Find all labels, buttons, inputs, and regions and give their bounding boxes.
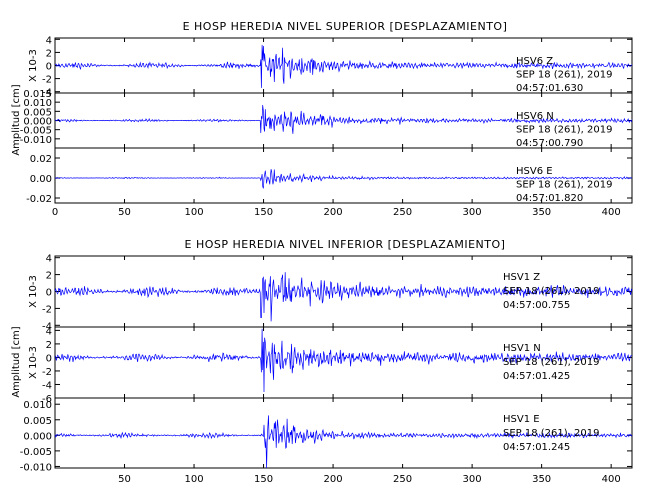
x-tick-label: 350 [532,207,551,218]
y-tick-label: -4 [42,380,52,391]
y-tick-label: 0 [46,62,52,73]
y-tick-label: 0.000 [23,431,52,442]
y-tick-label: 0.010 [23,98,52,109]
y-tick-label: 0.02 [30,154,52,165]
panel-HSV1-N: 4 2 0 -2 -4 -6 HSV1 N SEP 18 (261), 2019 04:57:0… [28,326,633,405]
waveform-line [54,44,633,88]
waveform-line [54,104,633,134]
x-tick-label: 250 [393,207,412,218]
waveform-line [54,272,633,322]
y-tick-label: 4 [46,35,52,46]
y-tick-label: -4 [42,321,52,332]
y-tick-label: 0 [46,288,52,299]
x-tick-label: 150 [254,474,273,485]
exponent-label: X 10-3 [28,49,39,82]
waveform-line [54,169,633,189]
y-tick-label: -6 [42,394,52,405]
y-tick-label: 0.005 [23,107,52,118]
date-label: SEP 18 (261), 2019 [516,180,612,191]
y-tick-label: 4 [46,254,52,265]
date-label: SEP 18 (261), 2019 [516,125,612,136]
y-tick-label: -0.010 [20,135,52,146]
chart-1: E HOSP HEREDIA NIVEL SUPERIOR [DESPLAZAM… [11,20,633,218]
x-tick-label: 100 [184,474,203,485]
panel-HSV6-E: 0.02 0.00 -0.02 HSV6 E SEP 18 (261), 2019 04:… [26,147,633,205]
waveform-line [54,328,633,393]
panel-HSV1-E: 0.010 0.005 0.000 -0.005 -0.010 HSV1 E SEP 18 … [20,397,633,473]
y-tick-label: 2 [46,271,52,282]
y-tick-label: 0.005 [23,416,52,427]
x-tick-label: 100 [184,207,203,218]
panel-HSV1-Z: 4 2 0 -2 -4 HSV1 Z SEP 18 (261), 2019 04:57:00.… [28,254,633,332]
date-label: SEP 18 (261), 2019 [503,428,599,439]
y-tick-label: -2 [42,304,52,315]
y-tick-label: 0.010 [23,400,52,411]
x-tick-label: 0 [52,207,58,218]
x-tick-label: 50 [118,474,131,485]
x-tick-label: 250 [393,474,412,485]
date-label: SEP 18 (261), 2019 [503,286,599,297]
time-label: 04:57:00.755 [503,300,570,311]
waveform-line [54,415,633,469]
time-label: 04:57:01.425 [503,371,570,382]
y-tick-label: -0.010 [20,462,52,473]
y-tick-label: -0.02 [26,194,52,205]
exponent-label: X 10-3 [28,275,39,308]
x-tick-label: 200 [324,207,343,218]
exponent-label: X 10-3 [28,346,39,379]
time-label: 04:57:01.820 [516,193,583,204]
y-tick-label: -0.005 [20,447,52,458]
y-axis-label: Amplitud [cm] [11,84,22,155]
y-tick-label: -2 [42,367,52,378]
y-tick-label: 4 [46,326,52,337]
station-label: HSV6 Z [516,56,553,67]
x-tick-label: 350 [532,474,551,485]
panel-frame [54,147,633,204]
y-tick-label: 0.015 [23,89,52,100]
date-label: SEP 18 (261), 2019 [503,357,599,368]
time-label: 04:57:00.790 [516,138,583,149]
y-tick-label: -2 [42,75,52,86]
station-label: HSV1 N [503,343,541,354]
y-tick-label: 0 [46,353,52,364]
x-tick-label: 400 [602,207,621,218]
x-tick-label: 200 [324,474,343,485]
time-label: 04:57:01.630 [516,83,583,94]
date-label: SEP 18 (261), 2019 [516,70,612,81]
y-tick-label: 0.00 [30,174,52,185]
station-label: HSV6 N [516,111,554,122]
y-tick-label: -4 [42,88,52,99]
y-tick-label: 2 [46,48,52,59]
y-tick-label: 2 [46,340,52,351]
station-label: HSV1 E [503,414,540,425]
x-tick-label: 400 [602,474,621,485]
x-tick-label: 50 [118,207,131,218]
time-label: 04:57:01.245 [503,442,570,453]
panel-frame [54,397,633,469]
chart-title: E HOSP HEREDIA NIVEL INFERIOR [DESPLAZAM… [185,238,506,251]
y-tick-label: 0.000 [23,117,52,128]
x-tick-label: 150 [254,207,273,218]
panel-HSV6-Z: 4 2 0 -2 -4 HSV6 Z SEP 18 (261), 2019 04:57:01.… [28,35,633,99]
station-label: HSV6 E [516,166,553,177]
x-tick-label: 300 [463,207,482,218]
chart-2: E HOSP HEREDIA NIVEL INFERIOR [DESPLAZAM… [11,238,633,485]
chart-title: E HOSP HEREDIA NIVEL SUPERIOR [DESPLAZAM… [183,20,508,33]
y-axis-label: Amplitud [cm] [11,326,22,397]
x-tick-label: 300 [463,474,482,485]
station-label: HSV1 Z [503,272,540,283]
y-tick-label: -0.005 [20,126,52,137]
